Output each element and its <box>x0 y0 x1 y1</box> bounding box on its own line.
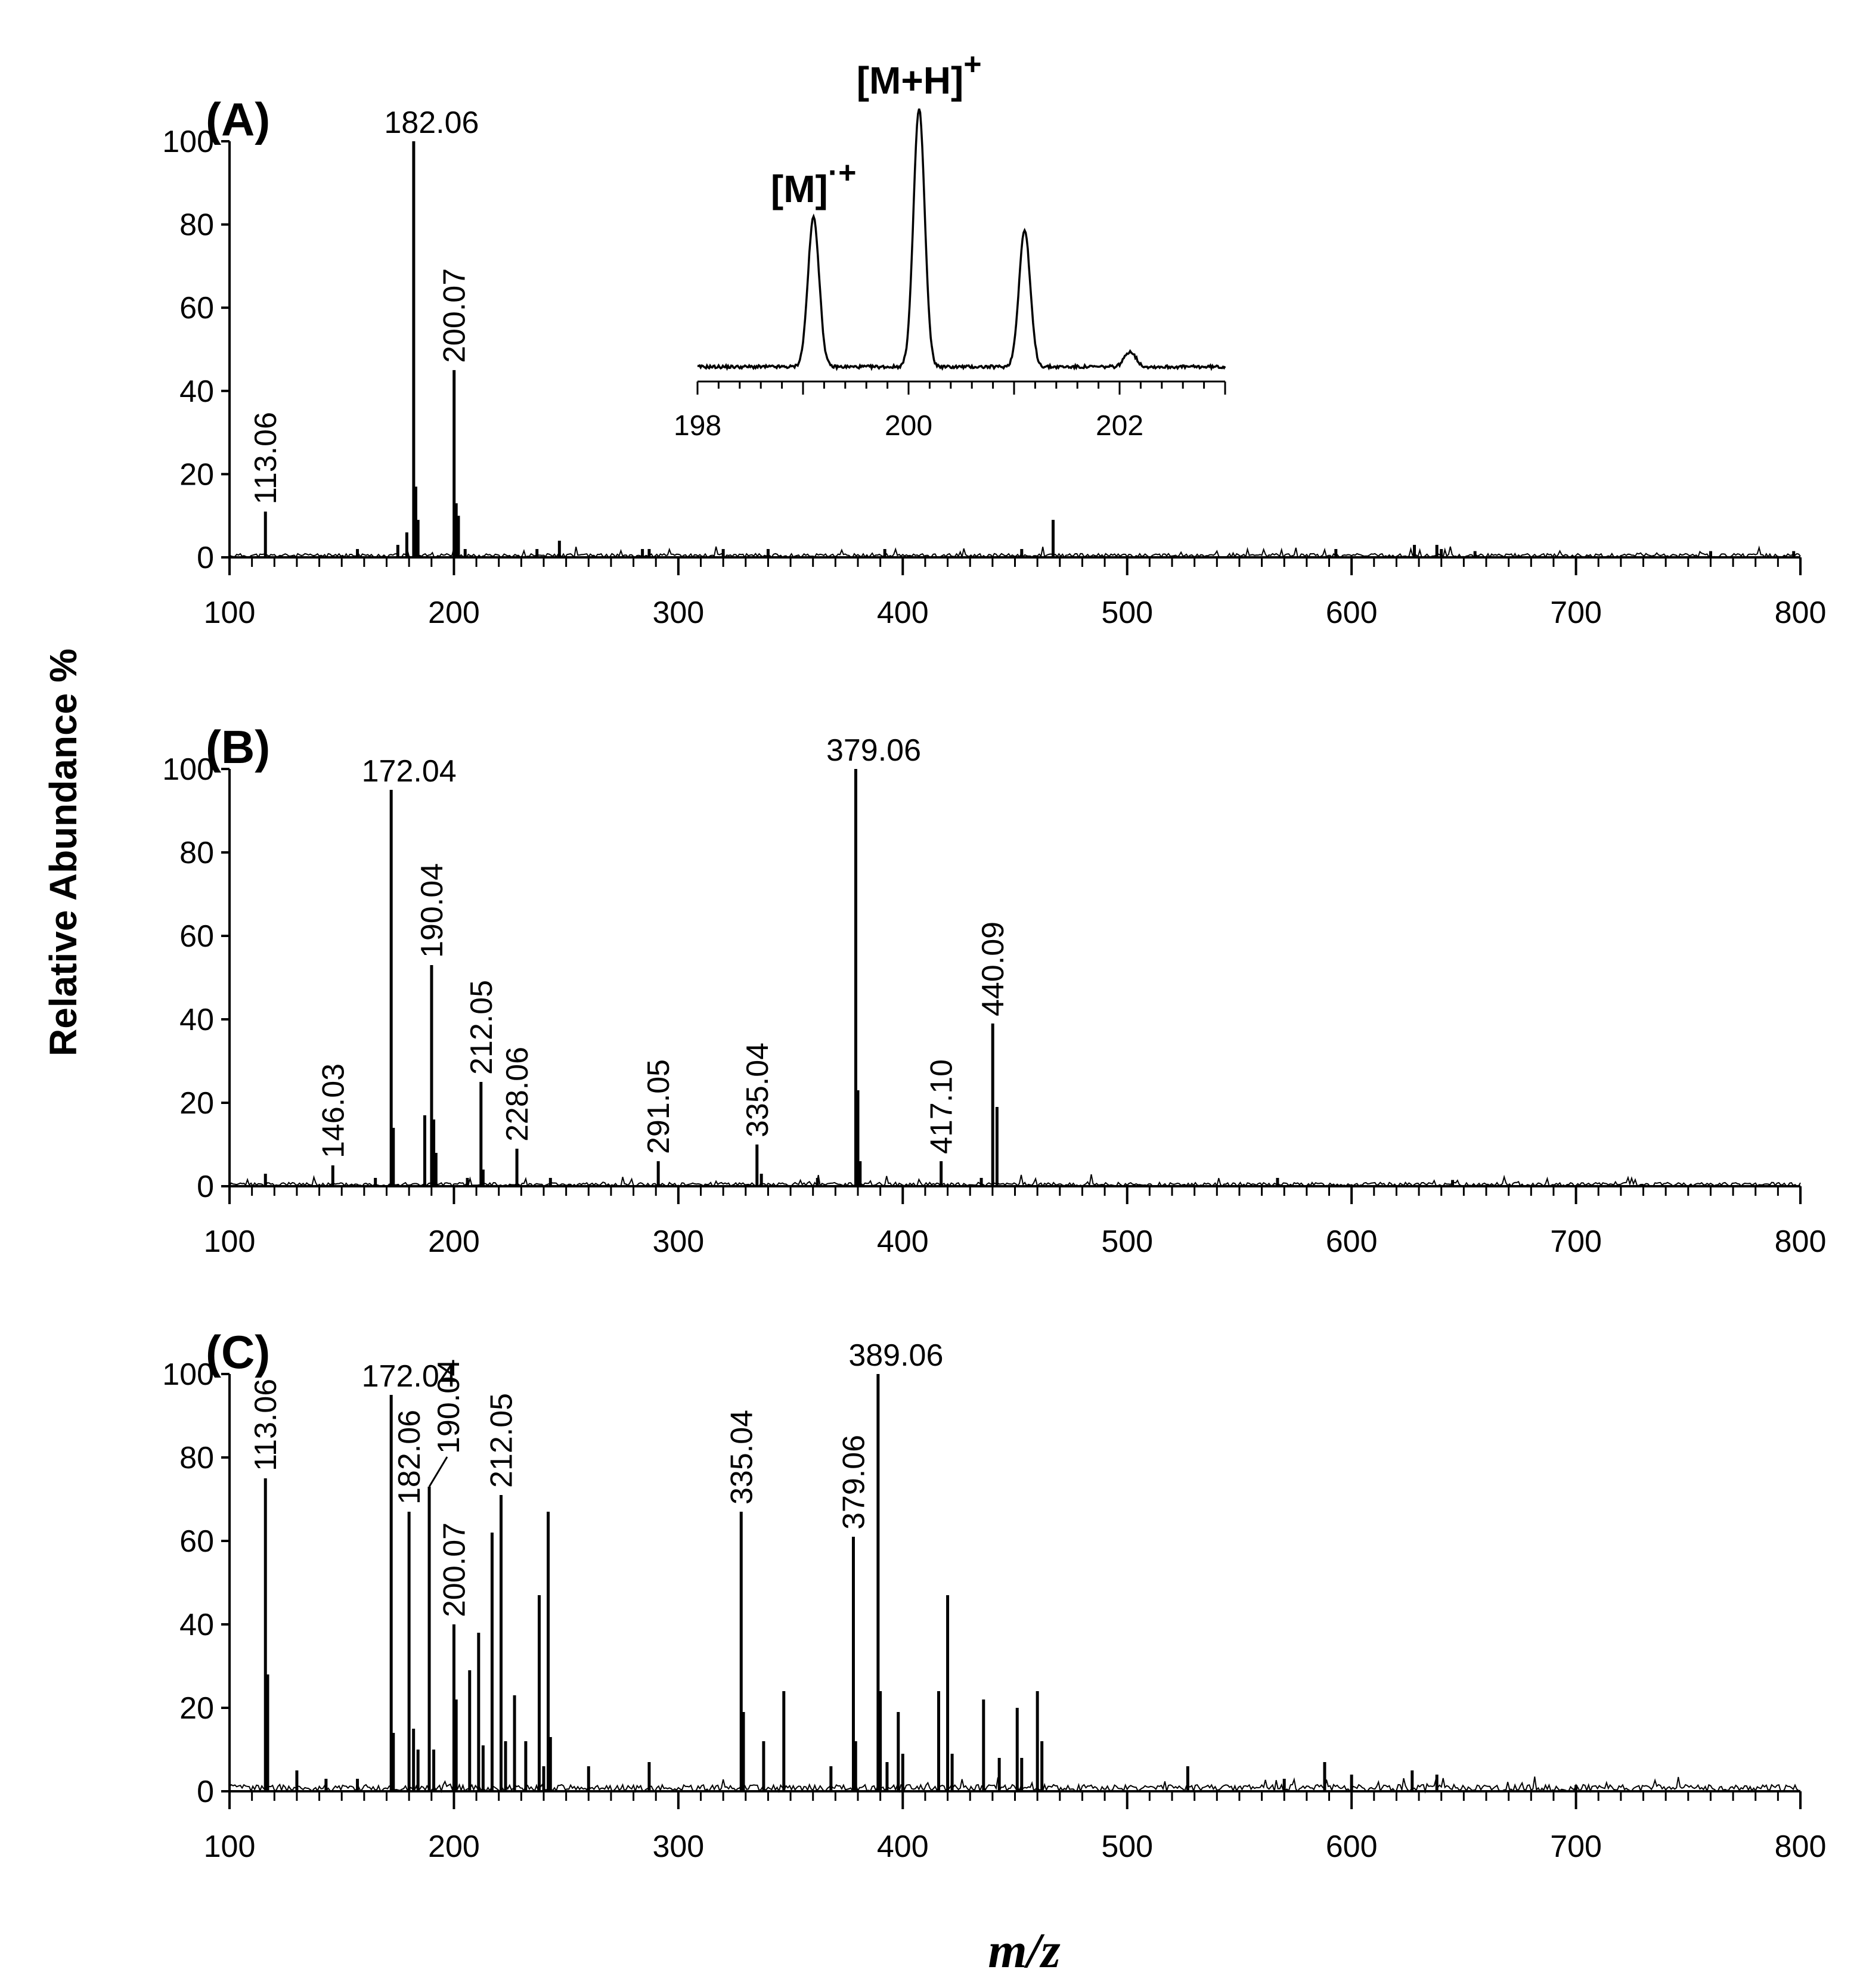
x-tick-label: 800 <box>1775 596 1827 630</box>
peak-label: 379.06 <box>826 733 921 768</box>
x-tick-label: 800 <box>1775 1829 1827 1864</box>
x-tick-label: 200 <box>428 1224 480 1259</box>
x-tick-label: 300 <box>652 596 704 630</box>
x-tick-label: 100 <box>204 596 256 630</box>
x-tick-label: 400 <box>877 596 929 630</box>
x-tick-label: 300 <box>652 1829 704 1864</box>
x-tick-label: 500 <box>1101 596 1153 630</box>
x-tick-label: 500 <box>1101 1224 1153 1259</box>
peak-label: 379.06 <box>837 1435 872 1530</box>
peak-label: 146.03 <box>316 1063 351 1158</box>
panel-label: (C) <box>206 1326 270 1378</box>
peak-label: 228.06 <box>500 1047 535 1142</box>
peak-label: 389.06 <box>848 1338 943 1373</box>
baseline-noise <box>229 1776 1801 1794</box>
inset-tick-label: 200 <box>885 410 932 442</box>
peak-label: 113.06 <box>249 1379 283 1471</box>
peak-label: 440.09 <box>976 922 1010 1016</box>
panel-label: (B) <box>206 721 270 773</box>
y-axis-label: Relative Abundance % <box>42 649 85 1056</box>
y-tick-label: 20 <box>179 1086 214 1121</box>
peak-label: 200.07 <box>438 268 472 363</box>
x-tick-label: 200 <box>428 1829 480 1864</box>
baseline-noise <box>229 545 1801 560</box>
peak-label: 335.04 <box>724 1410 759 1505</box>
x-tick-label: 400 <box>877 1829 929 1864</box>
y-tick-label: 100 <box>162 1357 214 1392</box>
ion-annotation: [M]·+ <box>771 156 857 210</box>
x-tick-label: 600 <box>1326 1224 1378 1259</box>
x-axis-label: m/z <box>988 1923 1061 1978</box>
peak-label: 200.07 <box>437 1522 472 1617</box>
x-tick-label: 700 <box>1550 1829 1602 1864</box>
x-tick-label: 300 <box>652 1224 704 1259</box>
peak-label: 182.06 <box>392 1410 427 1505</box>
label-leader-line <box>428 1456 448 1487</box>
inset-trace <box>697 108 1226 371</box>
x-tick-label: 400 <box>877 1224 929 1259</box>
inset-tick-label: 198 <box>674 410 721 442</box>
ion-charge-superscript: + <box>963 47 981 82</box>
y-tick-label: 60 <box>179 291 214 325</box>
peak-label: 182.06 <box>384 106 479 140</box>
peak-label: 335.04 <box>740 1043 775 1137</box>
x-tick-label: 700 <box>1550 1224 1602 1259</box>
y-tick-label: 0 <box>197 1170 214 1204</box>
spectrum-panel-a: (A) 0 20 40 60 80 100 100 200 300 400 500 600 700 800 1… <box>162 47 1826 630</box>
x-tick-label: 200 <box>428 596 480 630</box>
y-tick-label: 80 <box>179 208 214 243</box>
y-tick-label: 20 <box>179 1691 214 1726</box>
y-tick-label: 0 <box>197 1775 214 1809</box>
peak-label: 190.04 <box>432 1359 466 1454</box>
y-tick-label: 40 <box>179 374 214 409</box>
spectrum-panel-b: (B) 0 20 40 60 80 100 100 200 300 400 500 600 700 800 1… <box>162 721 1826 1259</box>
y-tick-label: 20 <box>179 457 214 492</box>
panel-label: (A) <box>206 93 270 145</box>
y-tick-label: 60 <box>179 1524 214 1559</box>
y-tick-label: 80 <box>179 836 214 870</box>
x-tick-label: 100 <box>204 1224 256 1259</box>
inset-tick-label: 202 <box>1096 410 1143 442</box>
peak-label: 172.04 <box>362 1359 457 1394</box>
ion-annotation: [M+H]+ <box>857 47 982 102</box>
y-tick-label: 0 <box>197 541 214 575</box>
x-tick-label: 600 <box>1326 596 1378 630</box>
x-tick-label: 800 <box>1775 1224 1827 1259</box>
y-tick-label: 60 <box>179 919 214 954</box>
peak-label: 291.05 <box>641 1059 676 1154</box>
x-tick-label: 700 <box>1550 596 1602 630</box>
x-tick-label: 100 <box>204 1829 256 1864</box>
spectrum-panel-c: (C) 0 20 40 60 80 100 100 200 300 400 500 600 700 800 1… <box>162 1326 1826 1864</box>
peak-label: 172.04 <box>362 754 457 789</box>
y-tick-label: 80 <box>179 1441 214 1475</box>
peak-label: 417.10 <box>925 1059 959 1154</box>
ion-charge-superscript: ·+ <box>828 156 857 190</box>
x-tick-label: 500 <box>1101 1829 1153 1864</box>
peak-label: 212.05 <box>464 980 499 1075</box>
x-tick-label: 600 <box>1326 1829 1378 1864</box>
y-tick-label: 40 <box>179 1608 214 1642</box>
peak-label: 113.06 <box>249 412 283 504</box>
y-tick-label: 40 <box>179 1003 214 1037</box>
inset-spectrum: 198 200 202 [M]·+[M+H]+ <box>674 47 1226 442</box>
y-tick-label: 100 <box>162 125 214 159</box>
peak-label: 190.04 <box>415 863 450 958</box>
y-tick-label: 100 <box>162 752 214 787</box>
peak-label: 212.05 <box>485 1393 519 1488</box>
baseline-noise <box>229 1174 1801 1188</box>
